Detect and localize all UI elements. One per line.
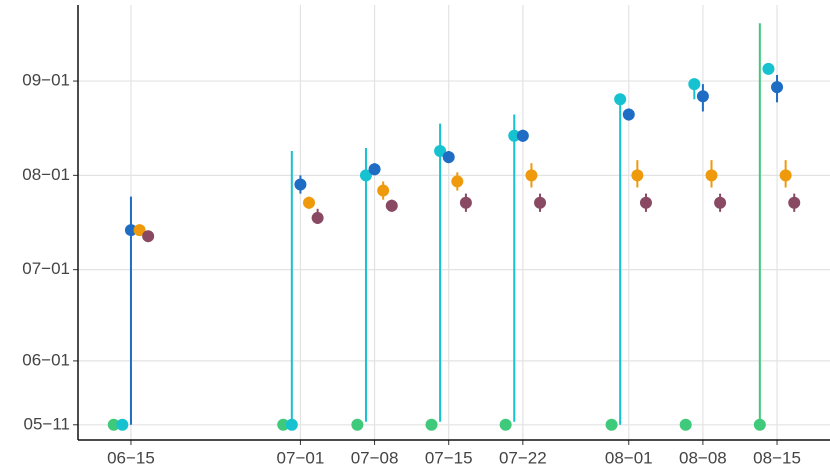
x-tick-label: 08−15 bbox=[753, 448, 801, 467]
x-tick-label: 07−22 bbox=[499, 448, 547, 467]
point bbox=[534, 196, 547, 209]
point bbox=[614, 93, 627, 106]
point bbox=[788, 196, 801, 209]
point bbox=[508, 129, 521, 142]
point bbox=[377, 184, 390, 197]
x-tick-label: 07−08 bbox=[351, 448, 399, 467]
point bbox=[714, 196, 727, 209]
point bbox=[605, 418, 618, 431]
point bbox=[351, 418, 364, 431]
point bbox=[622, 108, 635, 121]
x-tick-label: 07−01 bbox=[277, 448, 325, 467]
point bbox=[434, 145, 447, 158]
y-tick-label: 06−01 bbox=[22, 350, 70, 369]
point bbox=[359, 169, 372, 182]
point bbox=[499, 418, 512, 431]
point bbox=[753, 418, 766, 431]
point bbox=[277, 418, 290, 431]
x-tick-label: 06−15 bbox=[107, 448, 155, 467]
point bbox=[762, 62, 775, 75]
point bbox=[285, 418, 298, 431]
point bbox=[368, 163, 381, 176]
point bbox=[116, 418, 129, 431]
point bbox=[385, 199, 398, 212]
point bbox=[525, 169, 538, 182]
point bbox=[303, 196, 316, 209]
point bbox=[779, 169, 792, 182]
point bbox=[311, 211, 324, 224]
point bbox=[771, 81, 784, 94]
y-tick-label: 08−01 bbox=[22, 165, 70, 184]
point bbox=[516, 129, 529, 142]
point bbox=[133, 224, 146, 237]
point bbox=[107, 418, 120, 431]
point bbox=[688, 78, 701, 91]
point bbox=[679, 418, 692, 431]
point bbox=[425, 418, 438, 431]
point bbox=[631, 169, 644, 182]
y-tick-label: 05−11 bbox=[24, 414, 70, 433]
point bbox=[639, 196, 652, 209]
point bbox=[459, 196, 472, 209]
point bbox=[705, 169, 718, 182]
point bbox=[124, 224, 137, 237]
point bbox=[451, 175, 464, 188]
y-tick-label: 09−01 bbox=[22, 71, 70, 90]
point bbox=[696, 90, 709, 103]
x-tick-label: 07−15 bbox=[425, 448, 473, 467]
x-tick-label: 08−01 bbox=[605, 448, 653, 467]
y-tick-label: 07−01 bbox=[22, 259, 70, 278]
point bbox=[294, 178, 307, 191]
point bbox=[142, 230, 155, 243]
point bbox=[442, 151, 455, 164]
x-tick-label: 08−08 bbox=[679, 448, 727, 467]
